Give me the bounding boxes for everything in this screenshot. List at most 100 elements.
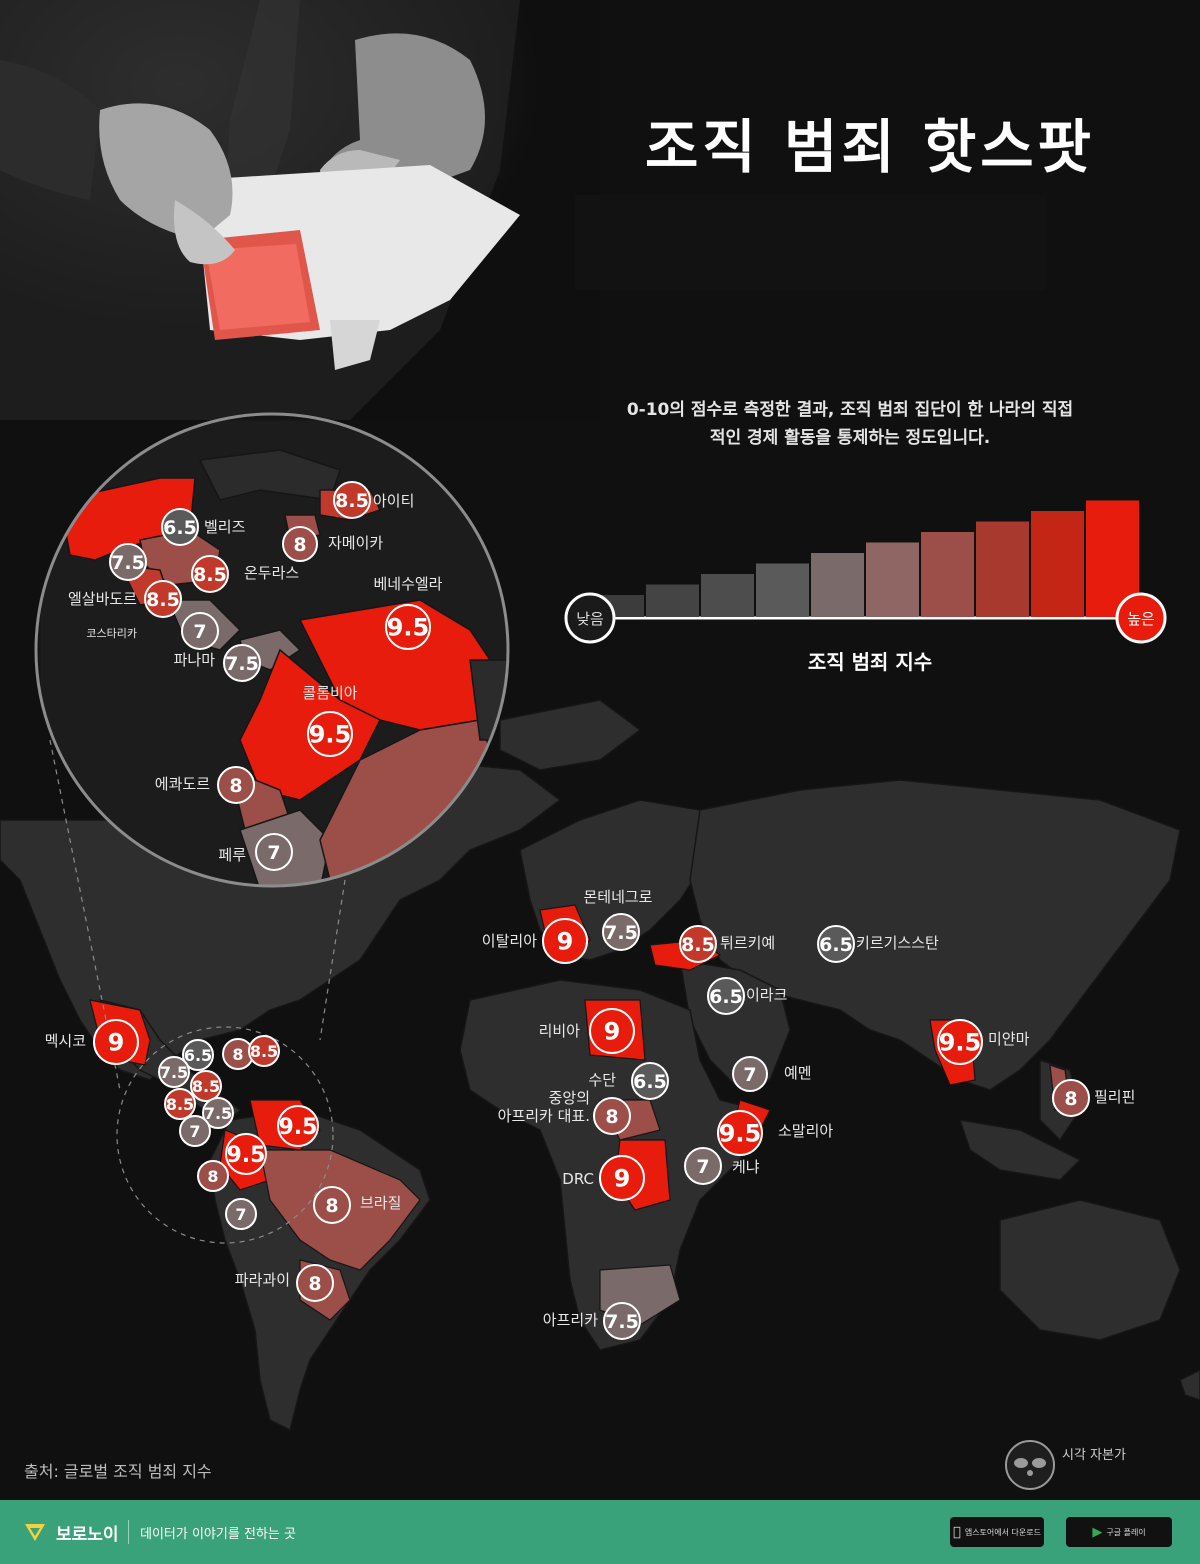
score-value: 9: [557, 928, 574, 956]
country-label: 베네수엘라: [373, 575, 442, 593]
score-value: 9.5: [939, 1029, 982, 1057]
score-value: 8: [293, 534, 306, 556]
scale-bar: [701, 574, 754, 617]
score-value: 8.5: [193, 564, 227, 586]
country-label: 몬테네그로: [583, 888, 652, 906]
score-value: 9: [604, 1018, 621, 1046]
score-value: 7.5: [111, 552, 145, 574]
scale-low-label: 낮음: [576, 610, 604, 628]
legend-caption: 조직 범죄 지수: [760, 646, 980, 675]
brand-mark-label: 시각 자본가: [1062, 1444, 1126, 1463]
score-value: 6.5: [633, 1071, 667, 1093]
score-value: 7: [696, 1156, 709, 1178]
score-value: 9.5: [309, 721, 352, 749]
score-value: 8: [325, 1195, 338, 1217]
google-play-button[interactable]: ▶ 구글 플레이: [1066, 1517, 1172, 1547]
footer-tagline: 데이터가 이야기를 전하는 곳: [140, 1523, 296, 1542]
score-value: 9: [108, 1029, 125, 1057]
score-value: 7: [267, 842, 280, 864]
score-value: 7: [235, 1205, 246, 1224]
score-value: 7.5: [204, 1104, 232, 1123]
country-label: 튀르키예: [720, 934, 775, 952]
country-label: 자메이카: [328, 534, 383, 552]
marker-m-honduras[interactable]: 8.5: [191, 1071, 221, 1101]
country-label: 에콰도르: [155, 775, 210, 793]
score-value: 8.5: [250, 1042, 278, 1061]
score-value: 8.5: [335, 490, 369, 512]
country-label: 콜롬비아: [302, 684, 357, 702]
country-label: 이라크: [746, 986, 787, 1004]
country-label: 키르기스스탄: [856, 934, 939, 952]
scale-high-label: 높은: [1127, 610, 1155, 628]
marker-m-venezuela[interactable]: 9.5: [278, 1106, 318, 1146]
score-value: 8: [1064, 1088, 1077, 1110]
country-label: 파라과이: [235, 1271, 290, 1289]
country-label: 파나마: [174, 651, 216, 669]
marker-colombia[interactable]: 9.5 콜롬비아: [302, 684, 357, 756]
score-value: 7.5: [605, 1311, 639, 1333]
country-label: 이탈리아: [482, 932, 537, 950]
country-label: 소말리아: [778, 1122, 833, 1140]
score-value: 7: [743, 1064, 756, 1086]
score-value: 6.5: [163, 517, 197, 539]
voronoi-logo-icon: [24, 1522, 46, 1542]
marker-m-ecuador[interactable]: 8: [198, 1161, 228, 1191]
country-label: 온두라스: [244, 564, 299, 582]
marker-guatemala[interactable]: 7.5: [110, 544, 146, 580]
footer-brand[interactable]: 보로노이: [56, 1520, 119, 1545]
scale-bar: [866, 543, 919, 618]
score-value: 8.5: [166, 1095, 194, 1114]
marker-m-guatemala[interactable]: 7.5: [159, 1057, 189, 1087]
score-value: 9.5: [279, 1115, 318, 1140]
source-credit: 출처: 글로벌 조직 범죄 지수: [24, 1458, 212, 1482]
google-play-label: 구글 플레이: [1106, 1527, 1145, 1538]
play-icon: ▶: [1092, 1525, 1102, 1540]
marker-m-haiti[interactable]: 8.5: [249, 1036, 279, 1066]
scale-bar: [756, 564, 809, 618]
score-value: 6.5: [819, 934, 853, 956]
score-value: 9.5: [387, 614, 430, 642]
country-label: 벨리즈: [204, 518, 246, 536]
country-label: 아이티: [373, 492, 414, 510]
title-shadow-band: [575, 195, 1045, 290]
score-value: 7.5: [604, 922, 638, 944]
marker-m-costarica[interactable]: 7: [180, 1116, 210, 1146]
score-value: 8.5: [146, 589, 180, 611]
country-label: DRC: [562, 1170, 594, 1188]
country-label: 중앙의: [549, 1089, 590, 1107]
country-label: 케냐: [732, 1158, 760, 1176]
country-label: 멕시코: [45, 1032, 86, 1050]
infographic-canvas: 낮음 높은: [0, 0, 1200, 1500]
scale-bar: [811, 553, 864, 617]
country-label: 엘살바도르: [68, 590, 137, 608]
marker-m-colombia[interactable]: 9.5: [226, 1134, 266, 1174]
country-label: 아프리카: [543, 1311, 598, 1329]
country-label: 코스타리카: [86, 627, 137, 640]
score-value: 7: [189, 1122, 200, 1141]
page-description: 0-10의 점수로 측정한 결과, 조직 범죄 집단이 한 나라의 직접적인 경…: [620, 396, 1080, 452]
country-label: 리비아: [539, 1022, 581, 1040]
country-label: 페루: [218, 846, 246, 864]
score-value: 6.5: [709, 986, 743, 1008]
country-label: 미얀마: [988, 1030, 1030, 1048]
raccoon-logo-icon: [1006, 1441, 1054, 1489]
scale-bar: [646, 585, 699, 618]
score-value: 8: [232, 1045, 243, 1064]
apple-icon: : [953, 1525, 961, 1540]
country-label: 수단: [588, 1071, 616, 1089]
score-value: 8.5: [681, 934, 715, 956]
score-value: 8: [229, 775, 242, 797]
app-store-label: 앱스토어에서 다운로드: [965, 1527, 1041, 1538]
scale-bar: [921, 532, 974, 617]
country-label: 필리핀: [1094, 1088, 1135, 1106]
score-value: 8: [605, 1106, 618, 1128]
country-label: 아프리카 대표.: [498, 1107, 590, 1125]
country-label: 브라질: [360, 1194, 401, 1212]
score-value: 8: [308, 1273, 321, 1295]
marker-m-peru[interactable]: 7: [226, 1199, 256, 1229]
page-title: 조직 범죄 핫스팟: [600, 100, 1140, 184]
score-value: 7: [193, 621, 206, 643]
scale-bar: [976, 522, 1029, 618]
app-store-button[interactable]:  앱스토어에서 다운로드: [950, 1517, 1044, 1547]
marker-m-elsalvador[interactable]: 8.5: [165, 1089, 195, 1119]
